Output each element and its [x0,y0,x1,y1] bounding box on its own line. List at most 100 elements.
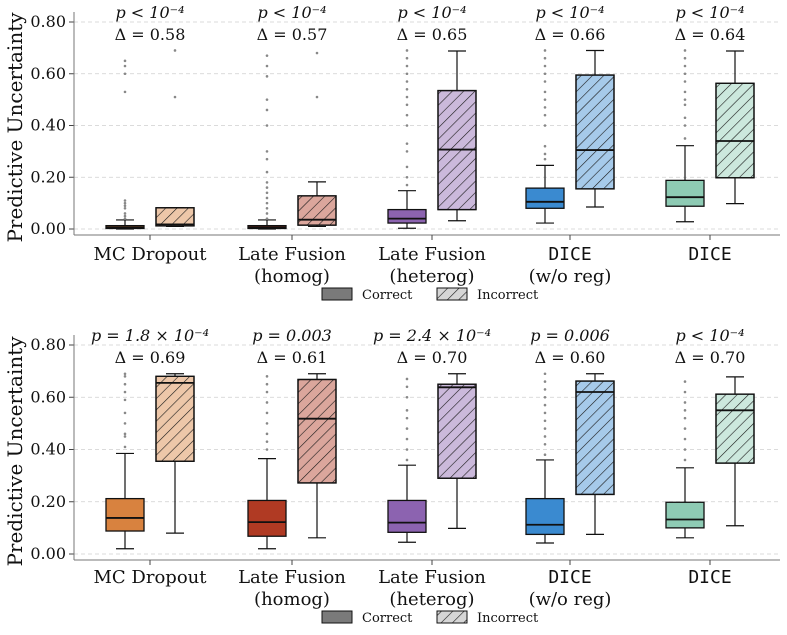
outlier-point [123,214,127,218]
x-tick-label: Late Fusion [378,567,486,588]
outlier-point [265,124,269,127]
legend-swatch-incorrect-hatch [436,287,468,301]
outlier-point [265,440,269,443]
x-tick-label-line2: (homog) [254,266,330,287]
outlier-point [543,106,547,109]
p-value-label: p = 1.8 × 10⁻⁴ [91,326,209,345]
box-hatch [715,393,755,464]
legend-label-correct: Correct [362,611,413,626]
outlier-point [405,377,409,381]
outlier-point [265,157,269,161]
y-tick-label: 0.60 [30,387,66,406]
legend: Correct Incorrect [321,610,539,626]
delta-label: Δ = 0.64 [675,25,746,44]
legend: Correct Incorrect [321,287,539,303]
x-tick-label: DICE [548,244,591,265]
x-tick-label-line2: (homog) [254,589,330,610]
outlier-point [543,453,547,457]
delta-label: Δ = 0.65 [397,25,468,44]
outlier-point [683,409,687,412]
box-body [525,187,565,209]
p-value-label: p = 0.006 [530,326,610,345]
y-tick-label: 0.00 [30,544,66,563]
box-body [387,499,427,533]
outlier-point [265,375,269,378]
box-correct [387,49,427,229]
outlier-point [405,165,409,169]
outlier-point [315,51,319,55]
outlier-point [265,181,269,184]
outlier-point [543,124,547,127]
delta-label: Δ = 0.69 [115,348,186,367]
box-incorrect [715,50,755,205]
x-tick-label: DICE [688,567,731,588]
box-correct [105,59,145,230]
outlier-point [405,64,409,68]
box-hatch [715,82,755,179]
box-body [247,499,287,537]
box-incorrect [575,49,615,208]
delta-label: Δ = 0.58 [115,25,186,44]
outlier-point [123,398,127,402]
outlier-point [123,207,127,210]
group-4: p < 10⁻⁴ Δ = 0.66 DICE(w/o reg) [525,3,615,287]
outlier-point [265,201,269,205]
box-body [525,497,565,536]
outlier-point [405,113,409,117]
outlier-point [683,427,687,430]
outlier-point [123,72,127,76]
box-incorrect [297,373,337,539]
outlier-point [543,72,547,76]
outlier-point [265,212,269,215]
outlier-point [405,385,409,389]
x-tick-label: MC Dropout [94,567,208,588]
outlier-point [265,191,269,195]
outlier-point [123,204,127,208]
outlier-point [543,49,547,52]
x-tick-label: DICE [688,244,731,265]
outlier-point [543,395,547,399]
box-hatch [297,378,337,484]
delta-label: Δ = 0.61 [257,348,328,367]
outlier-point [543,90,547,94]
outlier-point [123,217,127,220]
outlier-point [265,390,269,394]
outlier-point [405,150,409,153]
outlier-point [123,375,127,378]
outlier-point [543,435,547,438]
y-tick-label: 0.80 [30,12,66,31]
delta-label: Δ = 0.57 [257,25,328,44]
outlier-point [543,427,547,430]
outlier-point [265,170,269,174]
box-hatch [155,375,195,462]
group-4: p = 0.006 Δ = 0.60 DICE(w/o reg) [525,326,615,610]
box-incorrect [155,373,195,534]
legend-label-incorrect: Incorrect [477,611,539,626]
outlier-point [543,98,547,101]
box-correct [665,380,705,539]
outlier-point [405,448,409,451]
outlier-point [683,90,687,94]
x-tick-label-line2: (w/o reg) [529,589,612,610]
box-incorrect [297,51,337,228]
outlier-point [405,87,409,91]
outlier-point [265,411,269,415]
outlier-point [405,175,409,179]
outlier-point [405,437,409,441]
outlier-point [543,80,547,83]
x-tick-label: Late Fusion [238,567,346,588]
outlier-point [173,95,177,99]
outlier-point [123,90,127,94]
outlier-point [173,49,177,52]
box-correct [247,54,287,230]
outlier-point [405,409,409,412]
y-tick-label: 0.60 [30,64,66,83]
box-incorrect [437,373,477,529]
outlier-point [265,217,269,220]
box-hatch [155,207,195,227]
group-1: p < 10⁻⁴ Δ = 0.58 MC Dropout [94,3,208,265]
outlier-point [123,435,127,438]
outlier-point [543,403,547,407]
y-tick-label: 0.00 [30,219,66,238]
